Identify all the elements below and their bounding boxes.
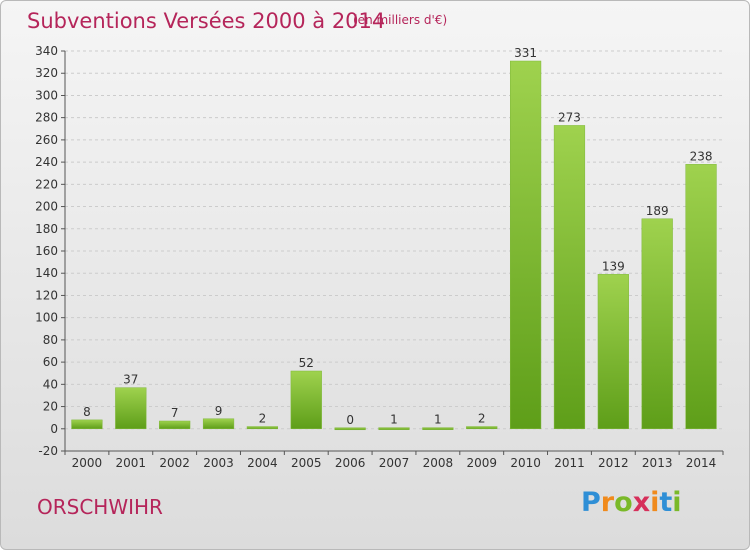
bar-2004	[246, 426, 279, 430]
y-tick-label: 40	[43, 377, 58, 391]
x-tick-label: 2013	[642, 456, 673, 470]
logo-letter: r	[600, 487, 615, 518]
data-label: 7	[171, 406, 179, 420]
bar-2013	[641, 218, 673, 430]
x-tick-label: 2014	[686, 456, 717, 470]
data-label: 238	[690, 149, 713, 163]
logo-letter: i	[650, 487, 660, 518]
data-label: 9	[215, 404, 223, 418]
chart-subtitle: (en milliers d'€)	[353, 13, 448, 27]
proxiti-logo: Proxiti	[581, 487, 682, 518]
data-label: 189	[646, 204, 669, 218]
data-label: 2	[478, 412, 486, 426]
y-tick-label: 240	[35, 155, 58, 169]
x-tick-label: 2009	[466, 456, 497, 470]
bar-2002	[159, 420, 191, 430]
bar-2011	[553, 125, 586, 430]
data-label: 52	[299, 356, 314, 370]
y-tick-label: 120	[35, 288, 58, 302]
data-label: 331	[514, 46, 537, 60]
data-label: 1	[434, 413, 442, 427]
y-tick-label: 340	[35, 44, 58, 58]
logo-letter: t	[659, 487, 673, 518]
bar-2007	[378, 427, 410, 430]
logo-letter: P	[581, 487, 601, 518]
bar-2009	[466, 426, 498, 430]
y-tick-label: 20	[43, 400, 58, 414]
bar-2003	[202, 418, 235, 430]
data-label: 139	[602, 259, 625, 273]
bar-2000	[71, 419, 103, 430]
x-tick-label: 2003	[203, 456, 234, 470]
y-tick-label: 140	[35, 266, 58, 280]
y-tick-label: 0	[50, 422, 58, 436]
y-tick-label: 200	[35, 200, 58, 214]
data-label: 273	[558, 110, 581, 124]
chart-title: Subventions Versées 2000 à 2014	[27, 9, 386, 33]
data-label: 37	[123, 373, 138, 387]
y-tick-label: 220	[35, 177, 58, 191]
bar-2005	[290, 370, 322, 430]
logo-letter: x	[632, 487, 651, 518]
y-tick-label: 100	[35, 311, 58, 325]
x-tick-label: 2010	[510, 456, 541, 470]
x-tick-label: 2002	[159, 456, 190, 470]
y-tick-label: 180	[35, 222, 58, 236]
data-label: 8	[83, 405, 91, 419]
data-label: 0	[346, 413, 354, 427]
y-tick-label: 300	[35, 88, 58, 102]
x-tick-label: 2000	[72, 456, 103, 470]
y-tick-label: 260	[35, 133, 58, 147]
x-tick-label: 2004	[247, 456, 278, 470]
bar-2014	[685, 164, 717, 430]
location-name: ORSCHWIHR	[37, 495, 163, 519]
x-tick-label: 2001	[116, 456, 147, 470]
data-label: 2	[259, 412, 267, 426]
x-tick-label: 2007	[379, 456, 410, 470]
y-tick-label: 320	[35, 66, 58, 80]
x-tick-label: 2012	[598, 456, 629, 470]
x-tick-label: 2006	[335, 456, 366, 470]
x-tick-label: 2008	[423, 456, 454, 470]
bar-2006	[334, 427, 366, 431]
y-tick-label: -20	[38, 444, 58, 458]
y-tick-label: 60	[43, 355, 58, 369]
x-tick-label: 2005	[291, 456, 322, 470]
logo-letter: o	[614, 487, 633, 518]
bar-2010	[509, 60, 542, 430]
data-label: 1	[390, 413, 398, 427]
y-tick-label: 80	[43, 333, 58, 347]
logo-letter: i	[672, 487, 682, 518]
x-tick-label: 2011	[554, 456, 585, 470]
y-tick-label: 160	[35, 244, 58, 258]
bar-2012	[597, 274, 629, 430]
y-tick-label: 280	[35, 111, 58, 125]
bar-2001	[115, 387, 147, 430]
bar-2008	[422, 427, 454, 430]
